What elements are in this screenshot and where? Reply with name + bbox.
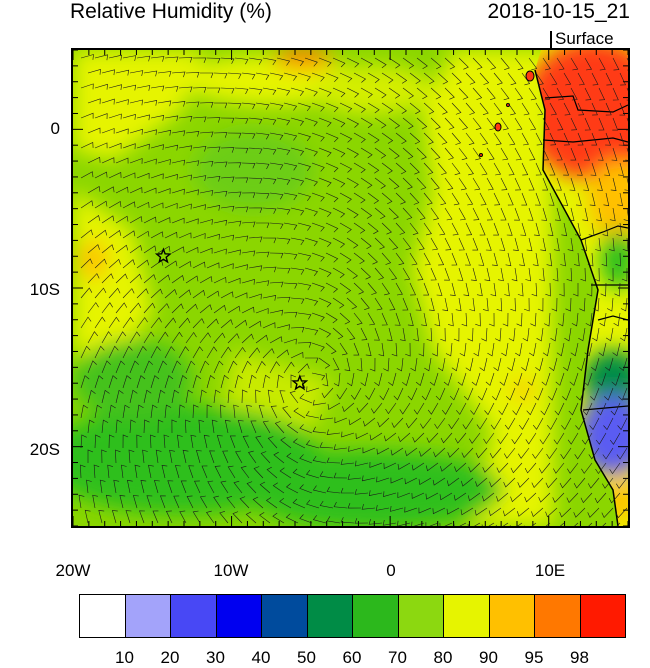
colorbar-box xyxy=(534,594,581,638)
islands xyxy=(479,70,535,157)
colorbar-label: 60 xyxy=(342,648,362,667)
title-right: 2018-10-15_21 xyxy=(487,0,630,23)
colorbar-box xyxy=(488,594,535,638)
humidity-map xyxy=(73,50,628,526)
colorbar-label: 40 xyxy=(251,648,271,667)
colorbar-label: 50 xyxy=(297,648,316,667)
borders xyxy=(542,95,628,411)
lat-label-0: 0 xyxy=(50,119,60,138)
colorbar-box xyxy=(170,594,217,638)
star-markers xyxy=(154,247,309,391)
colorbar-label: 90 xyxy=(479,648,498,667)
colorbar-box xyxy=(443,594,490,638)
star-marker-2 xyxy=(291,374,309,391)
lon-label-0: 0 xyxy=(386,561,396,580)
colorbar-label: 20 xyxy=(160,648,180,667)
map-panel xyxy=(71,48,630,528)
frame-ticks xyxy=(73,50,628,526)
lat-label-10s: 10S xyxy=(29,280,60,299)
colorbar-label: 10 xyxy=(115,648,134,667)
star-marker-1 xyxy=(154,247,172,264)
lon-label-10e: 10E xyxy=(534,561,566,580)
lon-label-10w: 10W xyxy=(213,561,249,580)
level-tick-mark xyxy=(550,31,552,48)
title-left: Relative Humidity (%) xyxy=(70,0,272,23)
colorbar-box xyxy=(306,594,353,638)
colorbar-box xyxy=(352,594,399,638)
colorbar-box xyxy=(124,594,171,638)
colorbar-label: 70 xyxy=(388,648,407,667)
colorbar-label: 95 xyxy=(524,648,544,667)
wind-barbs xyxy=(78,54,628,526)
colorbar-box xyxy=(261,594,308,638)
lon-label-20w: 20W xyxy=(55,561,91,580)
lat-label-20s: 20S xyxy=(29,440,60,459)
level-label: Surface xyxy=(555,29,614,48)
colorbar-box xyxy=(79,594,126,638)
colorbar-label: 30 xyxy=(206,648,225,667)
colorbar-label: 98 xyxy=(570,648,589,667)
humidity-patches xyxy=(73,50,553,526)
colorbar-box xyxy=(579,594,626,638)
colorbar-box xyxy=(397,594,444,638)
colorbar-label: 80 xyxy=(433,648,453,667)
colorbar-box xyxy=(215,594,262,638)
